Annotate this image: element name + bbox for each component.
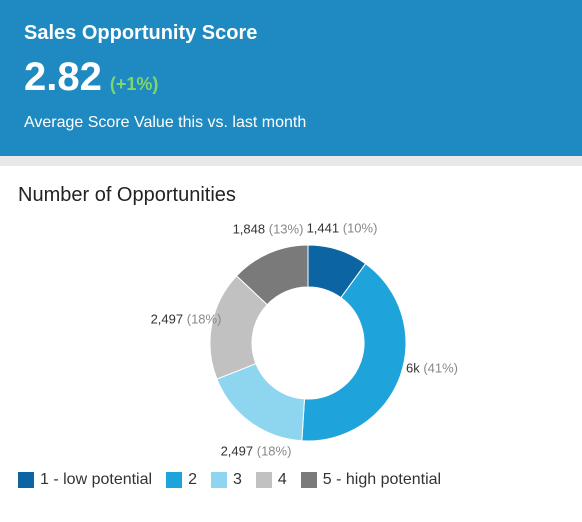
slice-pct-1: (10%) [343,221,378,236]
header-panel: Sales Opportunity Score 2.82 (+1%) Avera… [0,0,582,156]
slice-value-4: 2,497 [151,312,187,327]
slice-label-1: 1,441 (10%) [307,221,378,236]
legend-item-3: 3 [211,471,242,489]
slice-pct-5: (13%) [269,222,304,237]
section-divider [0,156,582,166]
legend-label-4: 4 [278,471,287,489]
legend-item-4: 4 [256,471,287,489]
slice-value-3: 2,497 [221,444,257,459]
legend-label-1: 1 - low potential [40,471,152,489]
slice-label-4: 2,497 (18%) [151,312,222,327]
slice-label-5: 1,848 (13%) [233,222,304,237]
score-value: 2.82 [24,55,102,100]
legend-swatch-2 [166,472,182,488]
legend-label-2: 2 [188,471,197,489]
legend-swatch-4 [256,472,272,488]
slice-value-2: 6k [406,361,423,376]
legend-swatch-3 [211,472,227,488]
legend: 1 - low potential 2 3 4 5 - high potential [18,471,564,489]
chart-title: Number of Opportunities [18,184,564,207]
donut-chart [18,213,582,463]
header-subtitle: Average Score Value this vs. last month [24,114,558,132]
donut-chart-wrap: 1,441 (10%)6k (41%)2,497 (18%)2,497 (18%… [18,213,564,463]
slice-label-3: 2,497 (18%) [221,444,292,459]
slice-value-1: 1,441 [307,221,343,236]
score-delta: (+1%) [110,74,159,95]
slice-value-5: 1,848 [233,222,269,237]
legend-item-2: 2 [166,471,197,489]
slice-label-2: 6k (41%) [406,361,458,376]
header-title: Sales Opportunity Score [24,22,558,45]
slice-pct-4: (18%) [187,312,222,327]
legend-swatch-1 [18,472,34,488]
donut-slice-3 [217,364,305,441]
slice-pct-2: (41%) [423,361,458,376]
score-row: 2.82 (+1%) [24,55,558,100]
legend-swatch-5 [301,472,317,488]
legend-item-5: 5 - high potential [301,471,441,489]
legend-item-1: 1 - low potential [18,471,152,489]
slice-pct-3: (18%) [257,444,292,459]
legend-label-5: 5 - high potential [323,471,441,489]
donut-slice-2 [302,264,406,441]
chart-section: Number of Opportunities 1,441 (10%) 6k (4… [0,166,582,509]
legend-label-3: 3 [233,471,242,489]
